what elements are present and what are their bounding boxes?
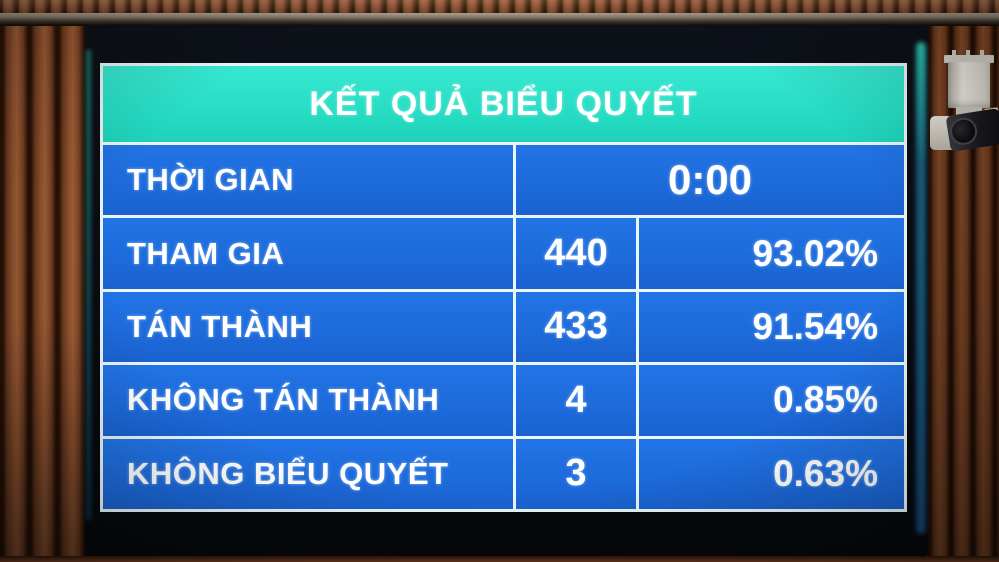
voting-results-board: KẾT QUẢ BIỂU QUYẾT THỜI GIAN 0:00 THAM G…	[100, 63, 907, 512]
row-tham-gia-percent: 93.02%	[639, 218, 904, 289]
time-row-label: THỜI GIAN	[103, 145, 513, 216]
row-tan-thanh-label: TÁN THÀNH	[103, 291, 513, 363]
row-tan-thanh-count: 433	[516, 291, 636, 363]
camera-lens-icon	[945, 107, 999, 153]
row-tan-thanh-percent: 91.54%	[639, 291, 904, 363]
metal-ledge	[0, 13, 999, 27]
row-khong-tan-thanh-label: KHÔNG TÁN THÀNH	[103, 365, 513, 436]
row-khong-bieu-quyet-label: KHÔNG BIỂU QUYẾT	[103, 438, 513, 509]
camera-screw-icon	[952, 50, 956, 56]
screen-glow-right	[916, 42, 926, 534]
led-display: KẾT QUẢ BIỂU QUYẾT THỜI GIAN 0:00 THAM G…	[85, 26, 928, 556]
board-title: KẾT QUẢ BIỂU QUYẾT	[103, 66, 904, 142]
camera-lens-front	[948, 115, 980, 147]
camera-screw-icon	[980, 50, 984, 56]
wood-panel-left	[0, 26, 86, 562]
row-khong-tan-thanh-percent: 0.85%	[639, 365, 904, 436]
camera-mount-plate	[944, 55, 994, 63]
row-khong-bieu-quyet-count: 3	[516, 438, 636, 509]
camera-mount-box	[948, 62, 990, 108]
time-row-value: 0:00	[516, 145, 904, 216]
row-tham-gia-label: THAM GIA	[103, 218, 513, 289]
security-camera	[928, 44, 999, 154]
row-tham-gia-count: 440	[516, 218, 636, 289]
row-khong-bieu-quyet-percent: 0.63%	[639, 438, 904, 509]
row-khong-tan-thanh-count: 4	[516, 365, 636, 436]
screen-glow-left	[86, 50, 91, 520]
wood-panel-top	[0, 0, 999, 14]
camera-screw-icon	[966, 50, 970, 56]
desk-edge	[0, 556, 999, 562]
